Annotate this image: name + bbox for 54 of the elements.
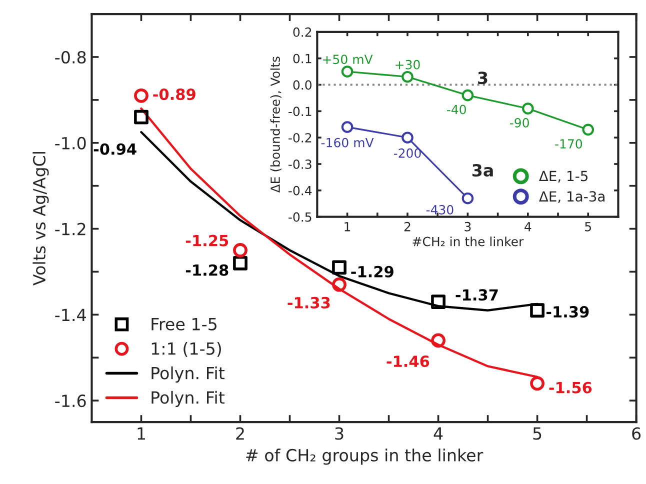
- annotation: 3: [478, 72, 488, 84]
- annotation: 3a: [472, 164, 493, 177]
- data-label: -0.94: [94, 143, 136, 155]
- y-tick-label: -0.1: [288, 106, 312, 116]
- x-tick-label: 2: [236, 427, 244, 440]
- y-axis-title: Volts vs Ag/AgCl: [32, 152, 49, 286]
- x-tick-label: 4: [434, 427, 443, 440]
- x-tick-label: 6: [632, 427, 641, 440]
- y-tick-label: -1.2: [55, 222, 86, 236]
- y-tick-label: 0.1: [293, 54, 312, 64]
- x-axis-title: # of CH₂ groups in the linker: [246, 448, 484, 465]
- x-tick-label: 4: [524, 222, 532, 232]
- data-label: -1.56: [549, 382, 592, 394]
- annotation: -160 mV: [321, 138, 374, 148]
- data-label: -1.37: [456, 289, 498, 301]
- x-tick-label: 5: [533, 427, 542, 440]
- annotation: -170: [555, 139, 582, 149]
- x-tick-label: 1: [138, 427, 145, 440]
- data-label: -1.25: [186, 234, 228, 246]
- y-tick-label: -0.3: [288, 159, 312, 169]
- y-tick-label: -1.4: [55, 308, 86, 322]
- x-tick-label: 2: [404, 222, 410, 232]
- legend-label: Polyn. Fit: [152, 366, 225, 383]
- y-tick-label: -0.5: [288, 212, 312, 222]
- y-tick-label: -0.8: [55, 50, 86, 64]
- x-tick-label: 5: [585, 222, 592, 232]
- y-tick-label: 0.0: [293, 80, 312, 90]
- y-tick-label: 0.2: [293, 27, 312, 37]
- legend-label: Free 1-5: [152, 318, 216, 330]
- y-tick-label: -0.4: [288, 186, 312, 196]
- annotation: +50 mV: [323, 54, 373, 64]
- y-tick-label: -0.2: [288, 133, 312, 143]
- legend-label: Polyn. Fit: [152, 390, 225, 408]
- legend-label: ΔE, 1a-3a: [539, 191, 604, 204]
- x-tick-label: 1: [344, 222, 350, 232]
- legend-label: 1:1 (1-5): [152, 342, 221, 357]
- data-label: -0.89: [153, 88, 196, 100]
- data-label: -1.39: [546, 306, 589, 318]
- data-label: -1.29: [351, 266, 394, 278]
- x-tick-label: 3: [335, 427, 344, 440]
- legend-label: ΔE, 1-5: [539, 170, 588, 183]
- annotation: -430: [426, 205, 454, 214]
- y-axis-title: ΔE (bound-free), Volts: [270, 56, 282, 193]
- data-label: -1.46: [386, 356, 430, 368]
- annotation: -40: [446, 104, 466, 114]
- annotation: +30: [396, 60, 420, 70]
- y-tick-label: -1.0: [55, 136, 86, 150]
- x-axis-title: #CH₂ in the linker: [412, 236, 524, 246]
- annotation: -90: [510, 118, 529, 128]
- annotation: -200: [394, 148, 421, 158]
- y-tick-label: -1.6: [55, 394, 86, 408]
- data-label: -1.28: [186, 264, 228, 276]
- data-label: -1.33: [288, 296, 330, 308]
- x-tick-label: 3: [464, 222, 471, 232]
